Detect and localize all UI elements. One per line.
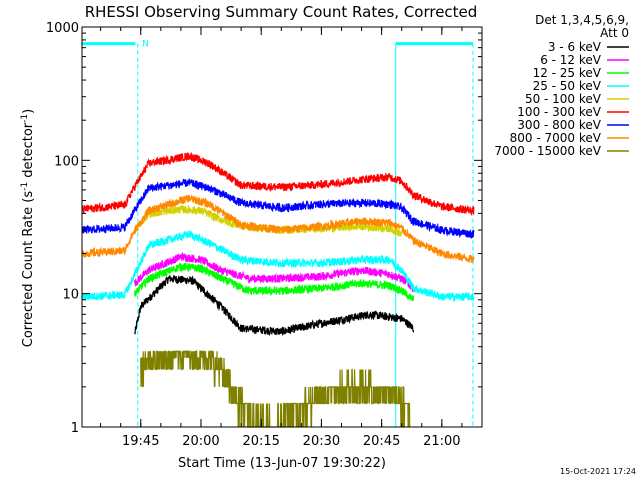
series-line-2 (134, 262, 415, 302)
x-axis: 19:45 20:00 20:15 20:30 20:45 21:00 (100, 27, 483, 449)
legend-label: 100 - 300 keV (517, 105, 601, 119)
y-axis: 1 10 100 1000 (46, 21, 482, 436)
x-tick-label: 19:45 (122, 434, 159, 449)
x-tick-label: 20:15 (242, 434, 279, 449)
footer-date: 15-Oct-2021 17:24 (560, 467, 636, 476)
y-tick-label: 1 (71, 421, 79, 436)
legend-label: 50 - 100 keV (525, 92, 602, 106)
series-line-6 (81, 178, 475, 239)
series-line-1 (134, 251, 415, 293)
plot-frame (81, 26, 483, 428)
x-axis-label: Start Time (13-Jun-07 19:30:22) (178, 456, 386, 471)
series-line-7 (81, 194, 475, 263)
x-tick-label: 20:30 (303, 434, 340, 449)
series-line-5 (81, 151, 475, 217)
legend-label: 800 - 7000 keV (510, 131, 602, 145)
flag-marker: N (142, 40, 149, 50)
x-tick-label: 21:00 (423, 434, 460, 449)
legend-label: 3 - 6 keV (548, 40, 602, 54)
plot-area: N (81, 40, 475, 428)
legend-label: 300 - 800 keV (517, 118, 601, 132)
legend-label: 12 - 25 keV (533, 66, 602, 80)
legend-header-line-1: Det 1,3,4,5,6,9, (535, 13, 629, 27)
y-tick-label: 100 (54, 154, 79, 169)
y-axis-label: Corrected Count Rate (s-1 detector-1) (20, 109, 36, 347)
series-line-0 (134, 275, 415, 337)
x-tick-label: 20:00 (182, 434, 219, 449)
legend-label: 7000 - 15000 keV (494, 144, 601, 158)
chart-title: RHESSI Observing Summary Count Rates, Co… (85, 3, 478, 21)
y-tick-label: 1000 (46, 21, 79, 36)
legend-label: 25 - 50 keV (533, 79, 602, 93)
legend-header-line-2: Att 0 (600, 26, 629, 40)
x-tick-label: 20:45 (363, 434, 400, 449)
legend-label: 6 - 12 keV (540, 53, 602, 67)
series-line-8 (140, 350, 411, 428)
series-line-3 (81, 230, 475, 303)
y-tick-label: 10 (62, 288, 79, 303)
